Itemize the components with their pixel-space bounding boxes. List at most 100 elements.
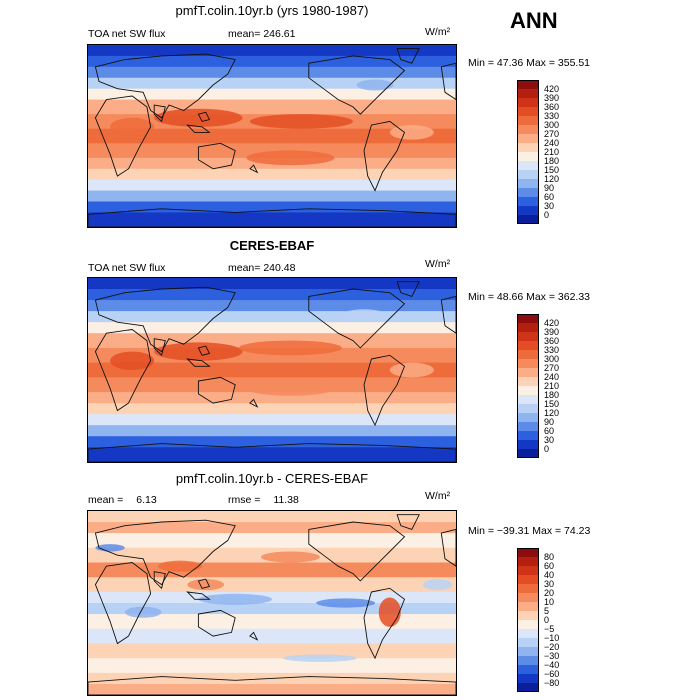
panel1-max-label: Max = — [526, 57, 555, 69]
coastline — [88, 676, 456, 695]
map-field-blob — [238, 340, 342, 356]
panel1-min-value: 47.36 — [496, 57, 524, 69]
map-band — [88, 143, 456, 159]
colorbar-tick-label: 120 — [544, 174, 560, 184]
map-band — [88, 278, 456, 290]
colorbar-tick-label: 0 — [544, 210, 550, 220]
colorbar-tick-label: 10 — [544, 597, 555, 607]
map-field-blob — [246, 381, 335, 396]
coastlines — [88, 48, 456, 227]
map-band — [88, 77, 456, 90]
colorbar-swatch — [517, 206, 539, 215]
panel2-map — [87, 277, 457, 463]
map-field-blob — [154, 108, 243, 127]
colorbar-tick-label: 180 — [544, 390, 560, 400]
colorbar-swatch — [517, 107, 539, 116]
colorbar-tick-label: 30 — [544, 201, 555, 211]
map-band — [88, 658, 456, 674]
colorbar-swatch — [517, 215, 539, 224]
colorbar-swatch — [517, 413, 539, 422]
map-field-blob — [187, 579, 225, 591]
colorbar-frame — [517, 548, 539, 692]
colorbar-swatch — [517, 656, 539, 665]
colorbar-tick-label: −30 — [544, 651, 560, 661]
colorbar-tick-label: 300 — [544, 120, 560, 130]
map-band — [88, 311, 456, 323]
panel3-rmse: rmse = 11.38 — [228, 494, 299, 506]
map-band — [88, 403, 456, 415]
coastline — [186, 124, 211, 133]
panel2-min-label: Min = — [468, 291, 494, 303]
map-field-blob — [154, 342, 243, 361]
map-field-blob — [157, 560, 203, 572]
panel2-mean-value: 240.48 — [263, 262, 296, 274]
map-band — [88, 212, 456, 227]
map-band — [88, 168, 456, 181]
map-band — [88, 322, 456, 334]
colorbar-swatch — [517, 584, 539, 593]
map-band — [88, 45, 456, 57]
map-bands — [88, 511, 456, 695]
coastline — [440, 62, 456, 101]
coastline — [88, 443, 456, 462]
colorbar-swatch — [517, 179, 539, 188]
map-band — [88, 289, 456, 301]
coastline — [153, 104, 166, 123]
panel2-variable: TOA net SW flux — [88, 262, 166, 274]
colorbar-swatch — [517, 440, 539, 449]
colorbar-swatch — [517, 638, 539, 647]
colorbar-tick-label: −40 — [544, 660, 560, 670]
colorbar-swatch — [517, 341, 539, 350]
coastline — [308, 288, 406, 349]
panel1-title: pmfT.colin.10yr.b (yrs 1980-1987) — [175, 3, 369, 18]
colorbar-tick-label: 40 — [544, 570, 555, 580]
colorbar-tick-label: 330 — [544, 111, 560, 121]
coastline — [94, 95, 152, 177]
colorbar-swatch — [517, 674, 539, 683]
colorbar-tick-label: 90 — [544, 183, 555, 193]
colorbar-swatch — [517, 557, 539, 566]
panel2-max-label: Max = — [526, 291, 555, 303]
colorbar-tick-label: 60 — [544, 561, 555, 571]
colorbar-tick-label: 150 — [544, 165, 560, 175]
coastline — [197, 609, 236, 637]
map-band — [88, 66, 456, 79]
map-band — [88, 179, 456, 192]
coastline — [94, 519, 236, 586]
map-field-blob — [422, 579, 453, 591]
coastline — [94, 562, 152, 645]
panel3-rmse-value: 11.38 — [273, 494, 299, 506]
colorbar-swatch — [517, 98, 539, 107]
colorbar-swatch — [517, 377, 539, 386]
panel2-units: W/m² — [425, 258, 451, 270]
coastline — [249, 398, 259, 408]
map-field-blob — [283, 654, 357, 662]
panel1-mean-value: 246.61 — [263, 28, 296, 40]
panel3-units: W/m² — [425, 490, 451, 502]
colorbar-tick-label: −10 — [544, 633, 560, 643]
colorbar-swatch — [517, 593, 539, 602]
coastline — [153, 571, 166, 590]
panel3-mean: mean = 6.13 — [88, 494, 157, 506]
colorbar-swatch — [517, 629, 539, 638]
colorbar-tick-label: 210 — [544, 381, 560, 391]
colorbar-swatch — [517, 80, 539, 89]
panel1-minmax: Min = 47.36 Max = 355.51 — [468, 57, 590, 69]
map-band — [88, 55, 456, 68]
colorbar-tick-label: −80 — [544, 678, 560, 688]
colorbar-tick-label: 390 — [544, 93, 560, 103]
colorbar-swatch — [517, 602, 539, 611]
colorbar-tick-label: 420 — [544, 318, 560, 328]
coastline — [94, 329, 152, 412]
colorbar-tick-label: −5 — [544, 624, 555, 634]
map-band — [88, 643, 456, 659]
colorbar-swatch — [517, 152, 539, 161]
colorbar-tick-label: 30 — [544, 435, 555, 445]
panel1-min-label: Min = — [468, 57, 494, 69]
panel3-min-label: Min = — [468, 525, 494, 537]
coastline — [197, 578, 211, 589]
map-svg — [88, 45, 456, 227]
map-field-blob — [341, 309, 387, 321]
colorbar-tick-label: 150 — [544, 399, 560, 409]
colorbar-tick-label: 80 — [544, 552, 555, 562]
